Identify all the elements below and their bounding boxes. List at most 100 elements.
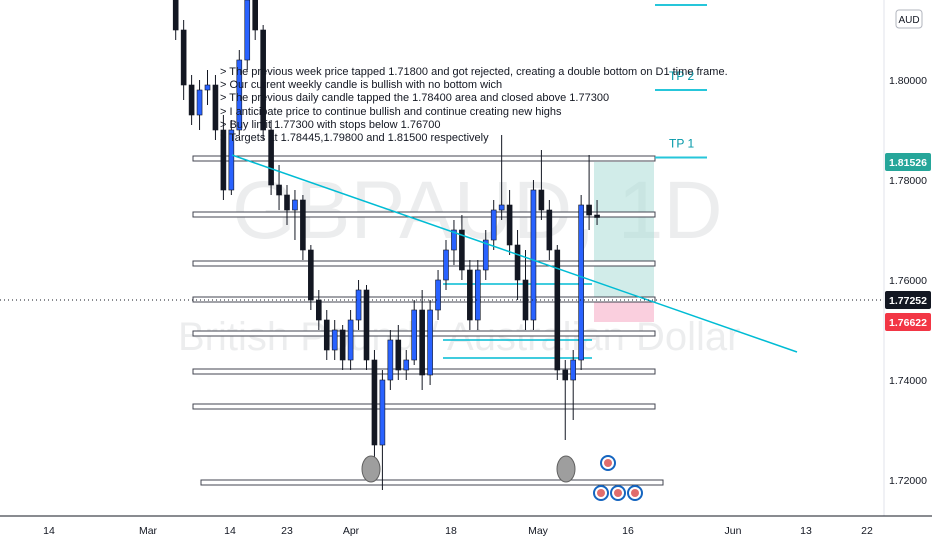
loss-zone: [594, 300, 654, 322]
candle-body: [244, 0, 251, 61]
watermark-description: British Pound / Australian Dollar: [178, 315, 741, 359]
candle-body: [578, 204, 584, 361]
candle-body: [308, 249, 314, 301]
price-badge: 1.77252: [885, 291, 931, 309]
candle-body: [427, 309, 433, 376]
candle-body: [276, 184, 282, 196]
candle-body: [292, 199, 298, 211]
aud-flag-icon[interactable]: [593, 485, 609, 501]
level-bar: [192, 260, 656, 267]
candle-body: [443, 249, 449, 281]
candle: [562, 360, 569, 440]
candle: [546, 200, 553, 260]
aud-flag-icon[interactable]: [610, 485, 626, 501]
candle-body: [419, 309, 425, 376]
candle-body: [538, 189, 545, 211]
candle-body: [268, 129, 274, 186]
price-badge-label: 1.76622: [889, 317, 927, 329]
candle-body: [530, 189, 537, 321]
time-tick-label: 22: [861, 525, 873, 537]
price-tick-label: 1.78000: [889, 175, 927, 187]
candle-body: [387, 339, 394, 381]
candle: [220, 115, 227, 200]
candle: [355, 280, 362, 330]
candle: [530, 180, 537, 330]
time-tick-label: Apr: [343, 525, 360, 537]
candle-body: [300, 199, 306, 251]
candle: [172, 0, 179, 40]
candle-body: [395, 339, 402, 371]
candle: [387, 330, 394, 390]
time-tick-label: 13: [800, 525, 812, 537]
candle: [482, 230, 489, 280]
candle: [411, 300, 418, 365]
price-axis[interactable]: 1.840001.820001.800001.780001.760001.740…: [889, 0, 927, 487]
time-axis[interactable]: 14 Mar 14 23 Apr 18 May 16 Jun 13 22: [43, 525, 873, 537]
price-tick-label: 1.72000: [889, 475, 927, 487]
price-badge-label: 1.81526: [889, 157, 927, 169]
candle-body: [196, 89, 203, 116]
double-bottom-marker-2: [556, 455, 576, 483]
candle-body: [315, 299, 322, 321]
event-flags[interactable]: [593, 455, 643, 501]
candle-body: [172, 0, 179, 31]
candle: [451, 220, 457, 265]
candle-body: [180, 29, 187, 86]
note-line: > The previous daily candle tapped the 1…: [220, 92, 610, 105]
candle-body: [570, 359, 577, 381]
aud-flag-icon[interactable]: [600, 455, 616, 471]
candle-body: [490, 209, 497, 241]
time-tick-label: 18: [445, 525, 457, 537]
time-tick-label: May: [528, 525, 549, 537]
candle: [300, 195, 306, 260]
level-bar: [192, 155, 656, 162]
candle: [244, 0, 251, 70]
candle-body: [228, 129, 235, 191]
candle-body: [371, 359, 378, 446]
candle: [498, 135, 505, 220]
candle: [467, 260, 473, 330]
price-tick-label: 1.80000: [889, 75, 927, 87]
candle-body: [522, 279, 529, 321]
candle: [459, 215, 465, 280]
take-profit-targets: TP 1TP 2TP 3: [655, 4, 707, 159]
candle: [363, 285, 370, 370]
candle-body: [435, 279, 441, 311]
candle: [578, 195, 584, 370]
currency-chip[interactable]: AUD: [895, 9, 923, 29]
candle: [395, 325, 402, 380]
price-tick-label: 1.76000: [889, 275, 927, 287]
candle-body: [323, 319, 330, 351]
candle: [252, 0, 258, 40]
candle-body: [467, 269, 473, 321]
candle: [204, 70, 211, 105]
candle: [268, 120, 274, 195]
candle-body: [498, 204, 505, 211]
time-tick-label: 23: [281, 525, 293, 537]
trendline[interactable]: [231, 154, 798, 353]
price-badge-label: 1.77252: [889, 295, 927, 307]
note-line: > Targets at 1.78445,1.79800 and 1.81500…: [220, 132, 489, 145]
candle: [260, 25, 266, 140]
candle: [554, 245, 561, 380]
candle: [323, 310, 330, 360]
candle-body: [482, 239, 489, 271]
tp-label: TP 2: [669, 69, 694, 83]
candle: [443, 240, 449, 290]
level-bar: [192, 211, 656, 218]
candle-body: [546, 209, 553, 251]
note-line: > Our current weekly candle is bullish w…: [220, 79, 503, 92]
aud-flag-icon[interactable]: [627, 485, 643, 501]
price-badge-bg: [885, 291, 931, 309]
candle-body: [506, 204, 513, 246]
candle: [292, 190, 298, 240]
note-line: > The previous week price tapped 1.71800…: [220, 66, 728, 78]
price-badges: 1.81526 1.77252 1.76622: [885, 153, 931, 331]
candle: [188, 75, 195, 125]
level-bar: [200, 479, 664, 486]
candle: [538, 150, 545, 220]
candle-body: [260, 29, 266, 131]
candle-body: [363, 289, 370, 361]
